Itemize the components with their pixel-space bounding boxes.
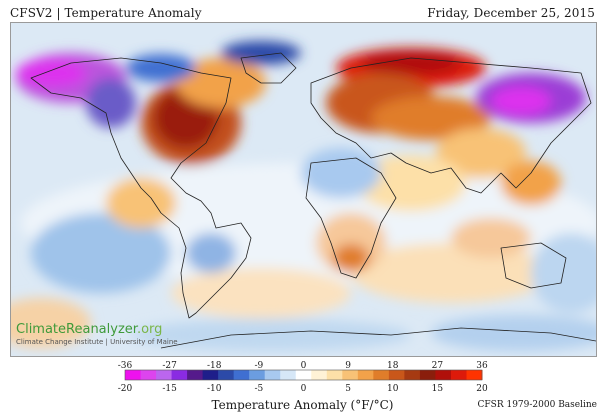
brand-subtitle: Climate Change Institute | University of…: [16, 338, 178, 346]
color-scale-bar: [124, 369, 483, 381]
color-scale-swatch: [187, 370, 204, 380]
anomaly-map: [10, 22, 597, 357]
australia-outline: [500, 242, 567, 289]
fahrenheit-tick-label: 9: [345, 361, 351, 371]
fahrenheit-tick-label: 36: [476, 361, 488, 371]
eurasia-outline: [310, 57, 592, 194]
color-scale-swatch: [171, 370, 188, 380]
color-scale-swatch: [264, 370, 281, 380]
color-scale-swatch: [202, 370, 219, 380]
color-scale-swatch: [311, 370, 328, 380]
color-scale-swatch: [388, 370, 405, 380]
fahrenheit-tick-label: -18: [207, 361, 222, 371]
color-scale-swatch: [357, 370, 374, 380]
color-scale-swatch: [373, 370, 390, 380]
color-scale-swatch: [450, 370, 467, 380]
color-scale-swatch: [125, 370, 142, 380]
land-outlines: [30, 52, 596, 349]
brand-block: ClimateReanalyzer.org Climate Change Ins…: [16, 322, 178, 346]
celsius-tick-label: -10: [207, 384, 222, 394]
fahrenheit-tick-label: -27: [162, 361, 177, 371]
color-scale-swatch: [404, 370, 421, 380]
celsius-tick-label: 20: [476, 384, 488, 394]
greenland-outline: [240, 52, 297, 84]
celsius-tick-label: 10: [387, 384, 399, 394]
legend-title: Temperature Anomaly (°F/°C): [211, 398, 394, 412]
color-scale-swatch: [326, 370, 343, 380]
celsius-tick-label: -15: [162, 384, 177, 394]
fahrenheit-tick-labels: -36 -27 -18 -9 0 9 18 27 36: [118, 361, 488, 371]
color-scale-swatch: [295, 370, 312, 380]
fahrenheit-tick-label: 0: [301, 361, 307, 371]
color-scale-swatch: [280, 370, 297, 380]
celsius-tick-label: -20: [118, 384, 133, 394]
color-scale-swatch: [342, 370, 359, 380]
color-scale-swatch: [140, 370, 157, 380]
color-scale-swatch: [466, 370, 483, 380]
north-america-outline: [30, 57, 252, 319]
color-scale-outline: [124, 369, 483, 381]
map-title: CFSV2 | Temperature Anomaly: [10, 6, 202, 20]
color-scale-swatch: [419, 370, 436, 380]
color-scale-swatch: [156, 370, 173, 380]
color-scale-swatch: [233, 370, 250, 380]
antarctica-outline: [160, 327, 596, 349]
brand-name-tld: .org: [136, 322, 163, 337]
color-scale-legend: -36 -27 -18 -9 0 9 18 27 36 -20 -15 -10 -5 0 5 10 15 20: [118, 361, 488, 394]
africa-outline: [305, 157, 397, 279]
brand-logo[interactable]: ClimateReanalyzer.org: [16, 322, 178, 337]
celsius-tick-label: 0: [301, 384, 307, 394]
baseline-note: CFSR 1979-2000 Baseline: [477, 400, 597, 410]
color-scale-swatch: [435, 370, 452, 380]
celsius-tick-label: -5: [254, 384, 263, 394]
fahrenheit-tick-label: 18: [387, 361, 399, 371]
map-date: Friday, December 25, 2015: [427, 6, 595, 20]
brand-name-main: ClimateReanalyzer: [16, 322, 137, 337]
celsius-tick-label: 15: [432, 384, 444, 394]
celsius-tick-label: 5: [345, 384, 351, 394]
celsius-tick-labels: -20 -15 -10 -5 0 5 10 15 20: [118, 384, 488, 394]
fahrenheit-tick-label: -9: [254, 361, 263, 371]
color-scale-swatch: [218, 370, 235, 380]
color-scale-swatch: [249, 370, 266, 380]
fahrenheit-tick-label: -36: [118, 361, 133, 371]
anomaly-field: [11, 41, 596, 351]
fahrenheit-tick-label: 27: [432, 361, 444, 371]
